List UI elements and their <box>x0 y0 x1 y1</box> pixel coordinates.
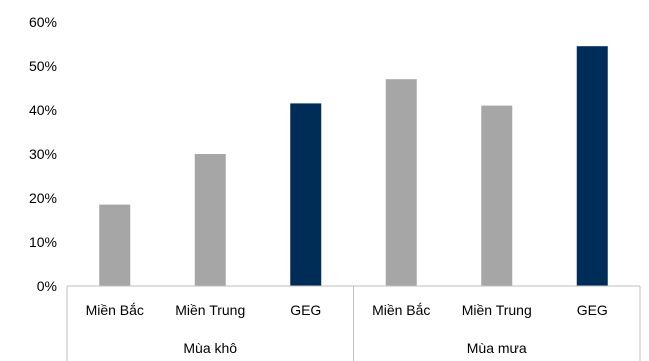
y-tick-label: 50% <box>29 58 57 74</box>
bar <box>290 103 322 287</box>
y-tick-label: 60% <box>29 14 57 30</box>
category-label: Miền Trung <box>462 302 532 318</box>
y-tick-label: 40% <box>29 102 57 118</box>
bar <box>576 46 608 287</box>
group-label: Mùa khô <box>183 340 237 356</box>
category-label: GEG <box>577 302 608 318</box>
bar <box>194 154 226 286</box>
axis-lines <box>66 285 641 361</box>
category-label: Miền Bắc <box>86 302 144 318</box>
category-label: GEG <box>290 302 321 318</box>
category-label: Miền Trung <box>175 302 245 318</box>
bar <box>99 204 131 286</box>
bar <box>481 105 513 286</box>
bars <box>99 46 608 287</box>
y-tick-label: 0% <box>37 278 57 294</box>
category-labels: Miền Bắc Miền Trung GEG Miền Bắc Miền Trung G… <box>86 302 608 318</box>
y-tick-label: 10% <box>29 234 57 250</box>
y-tick-label: 20% <box>29 190 57 206</box>
group-labels: Mùa khô Mùa mưa <box>183 340 527 356</box>
group-label: Mùa mưa <box>467 340 527 356</box>
bar <box>385 79 417 286</box>
category-label: Miền Bắc <box>372 302 430 318</box>
y-tick-label: 30% <box>29 146 57 162</box>
y-axis-tick-labels: 0% 10% 20% 30% 40% 50% 60% <box>29 14 57 294</box>
